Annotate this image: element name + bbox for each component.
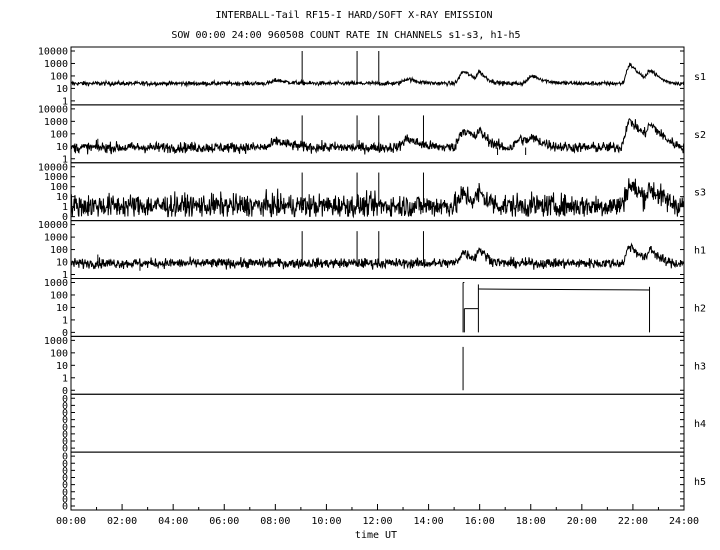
y-tick-label: 10: [56, 142, 68, 153]
y-tick-label: 10: [56, 303, 68, 314]
y-tick-label: 1: [62, 154, 68, 165]
y-tick-label: 1000: [44, 117, 68, 128]
y-tick-label: 0: [62, 480, 68, 491]
panel-frame: [70, 104, 685, 164]
x-axis-label: time UT: [355, 530, 397, 541]
y-tick-label: 1000: [44, 278, 68, 289]
channel-label-s2: s2: [694, 130, 706, 141]
y-tick-label: 0: [62, 502, 68, 513]
y-tick-label: 0: [62, 429, 68, 440]
x-tick-label: 18:00: [516, 516, 546, 527]
trace-s1: [70, 62, 685, 88]
y-tick-label: 10000: [38, 47, 68, 58]
channel-label-s1: s1: [694, 72, 706, 83]
y-tick-label: 0: [62, 444, 68, 455]
y-tick-label: 1000: [44, 233, 68, 244]
y-tick-label: 10000: [38, 104, 68, 115]
y-tick-label: 100: [50, 71, 68, 82]
y-tick-label: 1000: [44, 59, 68, 70]
y-tick-label: 0: [62, 212, 68, 223]
y-tick-label: 10: [56, 258, 68, 269]
y-tick-label: 1000: [44, 336, 68, 347]
y-tick-label: 0: [62, 401, 68, 412]
x-tick-label: 10:00: [311, 516, 341, 527]
x-tick-label: 06:00: [209, 516, 239, 527]
chart-subtitle: SOW 00:00 24:00 960508 COUNT RATE IN CHA…: [171, 30, 520, 41]
channel-label-h1: h1: [694, 246, 706, 257]
panel-frame: [70, 451, 685, 511]
channel-label-s3: s3: [694, 188, 706, 199]
y-tick-label: 100: [50, 182, 68, 193]
channel-label-h4: h4: [694, 419, 706, 430]
channel-label-h2: h2: [694, 303, 706, 314]
chart-title: INTERBALL-Tail RF15-I HARD/SOFT X-RAY EM…: [216, 10, 493, 21]
panel-frame: [70, 335, 685, 395]
y-tick-label: 100: [50, 129, 68, 140]
x-tick-label: 04:00: [158, 516, 188, 527]
y-tick-label: 0: [62, 459, 68, 470]
trace-h1: [70, 242, 685, 270]
x-tick-label: 14:00: [414, 516, 444, 527]
y-tick-label: 1: [62, 96, 68, 107]
y-tick-label: 0: [62, 415, 68, 426]
y-tick-label: 0: [62, 466, 68, 477]
step-segment: [478, 288, 650, 291]
y-tick-label: 1: [62, 373, 68, 384]
y-tick-label: 10: [56, 361, 68, 372]
x-tick-label: 02:00: [107, 516, 137, 527]
y-tick-label: 100: [50, 290, 68, 301]
y-tick-label: 100: [50, 245, 68, 256]
y-tick-label: 10: [56, 84, 68, 95]
panel-frame: [70, 46, 685, 106]
trace-s2: [70, 118, 685, 155]
y-tick-label: 1: [62, 202, 68, 213]
trace-s3: [70, 178, 685, 219]
panel-frame: [70, 393, 685, 453]
y-tick-label: 10: [56, 192, 68, 203]
y-tick-label: 1000: [44, 172, 68, 183]
y-tick-label: 0: [62, 422, 68, 433]
panels-group: 100001000100101s1100001000100101s2100001…: [38, 46, 706, 513]
x-axis: 00:00 02:00 04:00 06:00 08:00 10:00 12:00 14:00…: [56, 504, 699, 527]
x-tick-label: 20:00: [567, 516, 597, 527]
y-tick-label: 100: [50, 348, 68, 359]
y-tick-label: 0: [62, 494, 68, 505]
x-tick-label: 24:00: [669, 516, 699, 527]
y-tick-label: 0: [62, 386, 68, 397]
y-tick-label: 1: [62, 270, 68, 281]
x-tick-label: 22:00: [618, 516, 648, 527]
y-tick-label: 0: [62, 394, 68, 405]
panel-frame: [70, 220, 685, 279]
y-tick-label: 10000: [38, 220, 68, 231]
x-tick-label: 12:00: [362, 516, 392, 527]
panel-frame: [70, 278, 685, 337]
y-tick-label: 0: [62, 473, 68, 484]
y-tick-label: 0: [62, 328, 68, 339]
x-tick-label: 08:00: [260, 516, 290, 527]
y-tick-label: 0: [62, 408, 68, 419]
y-tick-label: 0: [62, 437, 68, 448]
channel-label-h5: h5: [694, 477, 706, 488]
x-tick-label: 00:00: [56, 516, 86, 527]
y-tick-label: 10000: [38, 162, 68, 173]
y-tick-label: 0: [62, 487, 68, 498]
x-tick-label: 16:00: [465, 516, 495, 527]
y-tick-label: 1: [62, 315, 68, 326]
channel-label-h3: h3: [694, 361, 706, 372]
y-tick-label: 0: [62, 452, 68, 463]
